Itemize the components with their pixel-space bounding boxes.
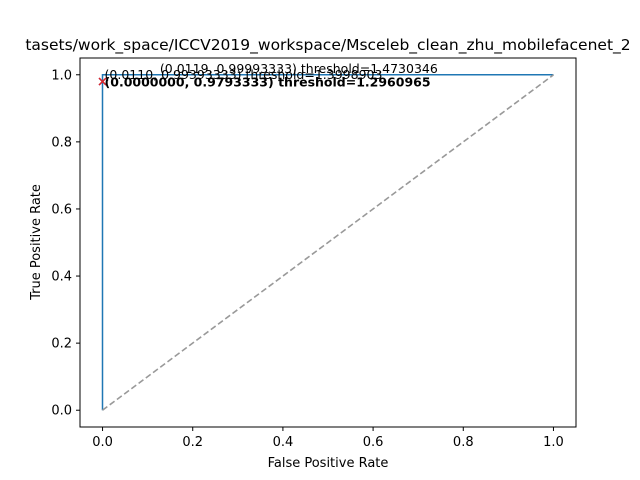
axes-frame <box>79 57 577 428</box>
y-axis-label: True Positive Rate <box>29 184 44 301</box>
x-tick-label: 0.4 <box>273 435 294 450</box>
y-tick-label: 0.2 <box>51 337 72 352</box>
y-tick-label: 1.0 <box>51 68 72 83</box>
threshold-annotation: (0.0000000, 0.9793333) threshold=1.29609… <box>105 75 431 90</box>
x-tick-label: 0.2 <box>182 435 203 450</box>
chance-diagonal-line <box>102 74 554 411</box>
chart-title: tasets/work_space/ICCV2019_workspace/Msc… <box>25 36 630 55</box>
y-tick-label: 0.0 <box>51 404 72 419</box>
x-tick-label: 0.8 <box>453 435 474 450</box>
plot-area <box>98 74 554 411</box>
x-tick-label: 0.0 <box>92 435 113 450</box>
roc-curve-line <box>101 74 554 411</box>
x-axis-label: False Positive Rate <box>268 456 389 471</box>
annotations: (0.0119, 0.99993333) threshold=1.4730346… <box>105 61 438 90</box>
threshold-marker-1 <box>98 77 107 86</box>
x-tick-label: 0.6 <box>363 435 384 450</box>
x-tick-label: 1.0 <box>543 435 564 450</box>
axis-ticks: 0.0 0.2 0.4 0.6 0.8 1.0 0.0 0.2 0.4 0.6 0.8 1.0 <box>51 68 563 450</box>
threshold-annotation: (0.0119, 0.99993333) threshold=1.4730346 <box>160 61 438 76</box>
y-tick-label: 0.4 <box>51 270 72 285</box>
y-tick-label: 0.8 <box>51 135 72 150</box>
threshold-annotation: (0.0110, 0.99393333) threshold=1.3998903 <box>105 67 383 82</box>
y-tick-label: 0.6 <box>51 202 72 217</box>
